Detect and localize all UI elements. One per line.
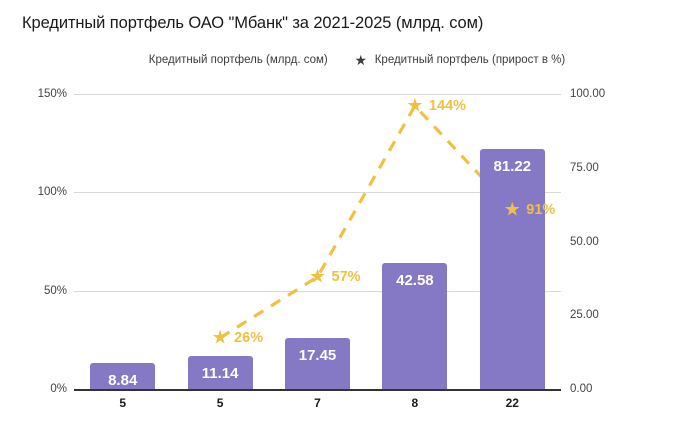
y-axis-left-tick: 50% bbox=[43, 284, 67, 297]
x-axis-category-label: 22 bbox=[505, 396, 519, 410]
star-data-point-marker[interactable]: ★ bbox=[211, 327, 229, 349]
star-data-point-marker[interactable]: ★ bbox=[503, 199, 521, 221]
legend-item-bar-series[interactable]: Кредитный портфель (млрд. сом) bbox=[131, 54, 328, 66]
x-axis-category-label: 5 bbox=[216, 396, 224, 410]
bar[interactable] bbox=[382, 263, 448, 389]
legend-label-line-series: Кредитный портфель (прирост в %) bbox=[374, 54, 566, 66]
legend-square-swatch-icon bbox=[131, 55, 142, 66]
line-point-value-label: 144% bbox=[428, 97, 466, 114]
bar[interactable] bbox=[479, 149, 545, 389]
y-axis-left-tick: 100% bbox=[37, 186, 67, 199]
gridline bbox=[74, 94, 561, 95]
y-axis-right-tick: 0.00 bbox=[570, 383, 593, 395]
x-axis-line bbox=[74, 389, 561, 391]
legend-item-line-series[interactable]: ★ Кредитный портфель (прирост в %) bbox=[354, 52, 566, 68]
y-axis-right-tick: 100.00 bbox=[570, 88, 606, 100]
legend-label-bar-series: Кредитный портфель (млрд. сом) bbox=[148, 54, 328, 66]
y-axis-left-tick: 0% bbox=[50, 383, 67, 395]
x-axis-category-label: 8 bbox=[411, 396, 419, 410]
chart-title: Кредитный портфель ОАО "Мбанк" за 2021-2… bbox=[22, 14, 484, 32]
x-axis-category-label: 5 bbox=[119, 396, 127, 410]
y-axis-right: 0.00 25.00 50.00 75.00 100.00 bbox=[570, 0, 690, 431]
bar[interactable] bbox=[90, 362, 156, 389]
x-axis-category-label: 7 bbox=[314, 396, 321, 410]
bar-value-label: 8.84 bbox=[108, 371, 138, 389]
line-point-value-label: 91% bbox=[526, 202, 556, 219]
bar-value-label: 81.22 bbox=[493, 158, 532, 176]
bar-value-label: 11.14 bbox=[201, 365, 239, 383]
legend-star-swatch-icon: ★ bbox=[354, 52, 367, 68]
bar-value-label: 42.58 bbox=[396, 272, 434, 290]
bar[interactable] bbox=[285, 337, 350, 389]
star-data-point-marker[interactable]: ★ bbox=[308, 266, 327, 288]
chart-legend: Кредитный портфель (млрд. сом) ★ Кредитн… bbox=[0, 53, 696, 67]
y-axis-right-tick: 75.00 bbox=[570, 161, 599, 174]
y-axis-right-tick: 50.00 bbox=[570, 235, 599, 248]
bar[interactable] bbox=[187, 356, 253, 389]
y-axis-left: 0% 50% 100% 150% bbox=[0, 0, 67, 431]
y-axis-left-tick: 150% bbox=[37, 88, 67, 100]
line-point-value-label: 57% bbox=[331, 268, 361, 285]
star-data-point-marker[interactable]: ★ bbox=[406, 95, 424, 117]
y-axis-right-tick: 25.00 bbox=[570, 309, 599, 322]
bar-value-label: 17.45 bbox=[298, 346, 337, 364]
line-point-value-label: 26% bbox=[234, 329, 264, 346]
